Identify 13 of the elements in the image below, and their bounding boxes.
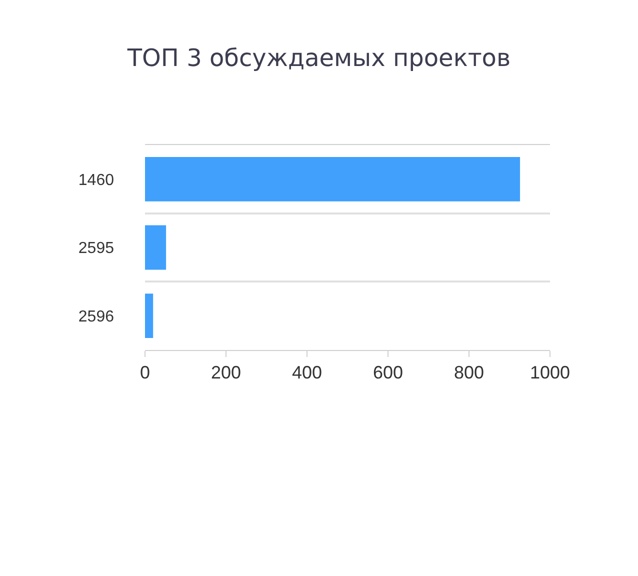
x-tick-label: 800 <box>454 362 484 383</box>
x-tick-label: 600 <box>372 362 404 383</box>
x-tick-label: 1000 <box>530 362 570 383</box>
chart-title: ТОП 3 обсуждаемых проектов <box>126 44 511 72</box>
y-tick-label: 2595 <box>78 240 114 258</box>
x-tick-label: 400 <box>292 362 322 383</box>
y-tick-label: 2596 <box>78 308 114 326</box>
bar <box>145 225 166 270</box>
bar <box>145 294 154 338</box>
bar <box>145 156 520 202</box>
x-tick-label: 0 <box>140 362 150 383</box>
y-tick-label: 1460 <box>78 172 114 189</box>
x-tick-label: 200 <box>210 362 242 383</box>
